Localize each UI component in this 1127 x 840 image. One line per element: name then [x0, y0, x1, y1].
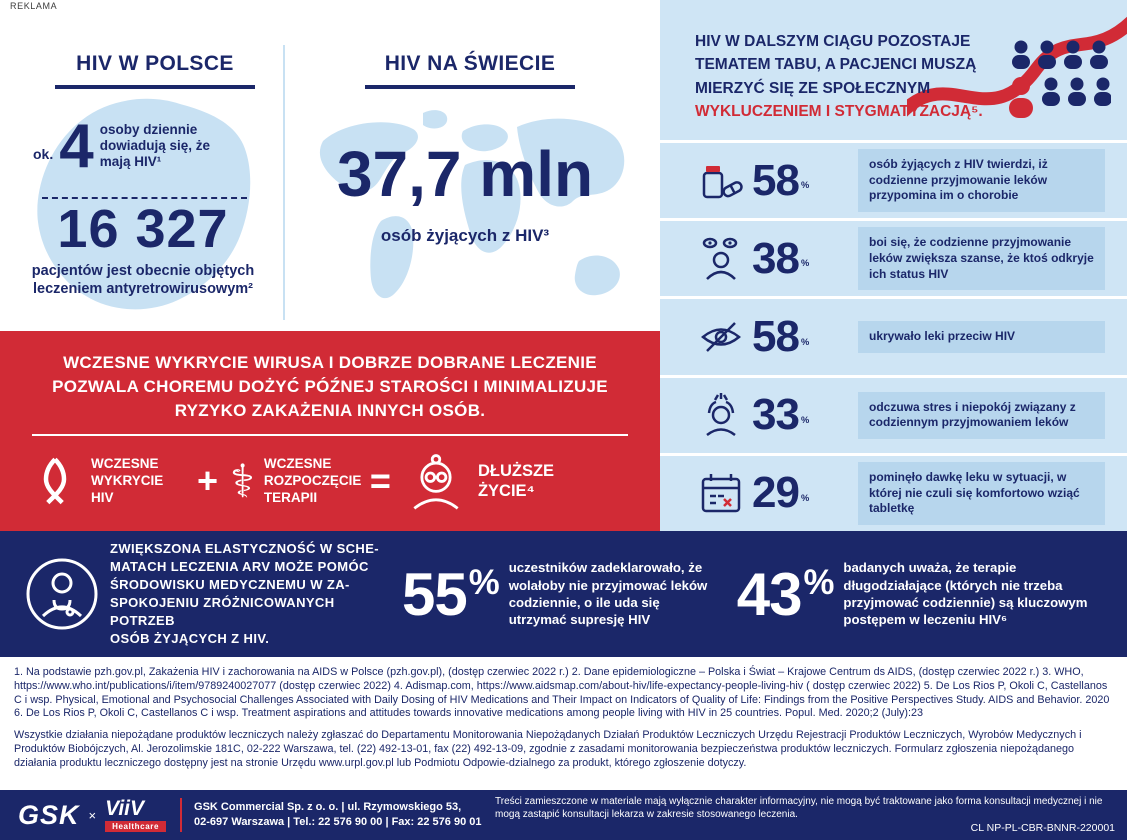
reklama-label: REKLAMA [10, 1, 58, 11]
stigma-statement: HIV W DALSZYM CIĄGU POZOSTAJE TEMATEM TA… [695, 30, 1005, 123]
viiv-logo: ViiV Healthcare [105, 798, 167, 832]
stat-text: odczuwa stres i niepokój związany z codz… [858, 391, 1105, 439]
early-therapy-label: WCZESNE ROZPOCZĘCIE TERAPII [263, 456, 362, 505]
bottom-bar: GSK × ViiV Healthcare GSK Commercial Sp.… [0, 790, 1127, 840]
footnotes: 1. Na podstawie pzh.gov.pl, Zakażenia HI… [0, 657, 1127, 790]
stigma-line: TEMATEM TABU, A PACJENCI MUSZĄ [695, 56, 977, 74]
red-divider [180, 798, 183, 832]
plus-sign: + [197, 460, 219, 502]
red-band-equation: WCZESNE WYKRYCIE HIV + ⚕ WCZESNE ROZPOCZ… [0, 444, 660, 514]
pill-bottle-icon [696, 156, 746, 206]
lead-line: ŚRODOWISKU MEDYCZNEMU W ZA- [110, 577, 350, 593]
watched-person-icon [696, 234, 746, 284]
gsk-logo: GSK [18, 799, 80, 830]
legal-block: Treści zamieszczone w materiale mają wył… [495, 796, 1115, 833]
column-divider [283, 45, 285, 320]
stigma-line: HIV W DALSZYM CIĄGU POZOSTAJE [695, 33, 971, 50]
stat-value: 58% [752, 312, 810, 361]
early-therapy-item: ⚕ WCZESNE ROZPOCZĘCIE TERAPII [230, 455, 362, 508]
poland-daily-stat: ok. 4 osoby dziennie dowiadują się, że m… [33, 116, 258, 178]
material-code: CL NP-PL-CBR-BNNR-220001 [970, 821, 1115, 834]
world-map [319, 110, 625, 299]
lead-line: SPOKOJENIU ZRÓŻNICOWANYCH POTRZEB [110, 595, 335, 628]
red-band-headline: WCZESNE WYKRYCIE WIRUSA I DOBRZE DOBRANE… [52, 353, 608, 420]
lead-line: ZWIĘKSZONA ELASTYCZNOŚĆ W SCHE- [110, 541, 380, 557]
elderly-woman-icon [413, 454, 459, 510]
hidden-eye-icon [696, 312, 746, 362]
stat-row: 58% osób żyjących z HIV twierdzi, iż cod… [660, 140, 1127, 218]
stat-row: 38% boi się, że codzienne przyjmowanie l… [660, 218, 1127, 296]
stat-text: pominęło dawkę leku w sytuacji, w której… [858, 462, 1105, 525]
patients-value: 16 327 [57, 199, 229, 259]
dashed-divider [42, 197, 247, 199]
world-value: 37,7 mln [336, 138, 594, 210]
stressed-person-icon [696, 390, 746, 440]
lead-line: MATACH LECZENIA ARV MOŻE POMÓC [110, 559, 369, 575]
stat-text: osób żyjących z HIV twierdzi, iż codzien… [858, 149, 1105, 212]
calendar-icon [696, 468, 746, 518]
arv-flexibility-band: ZWIĘKSZONA ELASTYCZNOŚĆ W SCHE- MATACH L… [0, 531, 1127, 657]
early-detection-item: WCZESNE WYKRYCIE HIV [28, 451, 185, 511]
navy-stat-43: 43% badanych uważa, że terapie długodzia… [737, 559, 1092, 629]
audience-icon [1009, 40, 1111, 118]
stat-text: boi się, że codzienne przyjmowanie leków… [858, 227, 1105, 291]
red-band-divider [32, 434, 628, 437]
equals-sign: = [369, 460, 391, 502]
stat-value: 33% [752, 390, 810, 440]
stat-row: 29% pominęło dawkę leku w sytuacji, w kt… [660, 452, 1127, 531]
navy-stat-55: 55% uczestników zadeklarowało, że wolało… [402, 559, 717, 629]
stat-value: 43% [736, 560, 835, 628]
references-text: 1. Na podstawie pzh.gov.pl, Zakażenia HI… [14, 666, 1110, 720]
stigma-panel: HIV W DALSZYM CIĄGU POZOSTAJE TEMATEM TA… [660, 0, 1127, 531]
early-detection-label: WCZESNE WYKRYCIE HIV [91, 456, 164, 505]
poland-map [37, 98, 251, 310]
stat-text: badanych uważa, że terapie długodziałają… [843, 560, 1088, 628]
world-label: osób żyjących z HIV³ [380, 226, 550, 245]
aids-ribbon-icon [43, 458, 67, 505]
stat-value: 29% [752, 468, 810, 518]
approx-label: ok. [33, 146, 54, 162]
stat-value: 38% [752, 233, 810, 283]
stat-text: uczestników zadeklarowało, że wolałoby n… [508, 560, 708, 628]
caduceus-icon: ⚕ [230, 455, 255, 508]
daily-text: osoby dziennie dowiadują się, że mają HI… [99, 122, 210, 170]
poland-title: HIV W POLSCE [55, 52, 255, 89]
company-address: GSK Commercial Sp. z o. o. | ul. Rzymows… [194, 800, 482, 828]
navy-band-lead: ZWIĘKSZONA ELASTYCZNOŚĆ W SCHE- MATACH L… [110, 540, 382, 648]
doctor-icon [26, 558, 98, 630]
stat-value: 55% [402, 560, 500, 628]
stat-rows: 58% osób żyjących z HIV twierdzi, iż cod… [660, 140, 1127, 531]
stigma-line: MIERZYĆ SIĘ ZE SPOŁECZNYM [695, 79, 931, 97]
patients-text: pacjentów jest obecnie objętych leczenie… [31, 263, 255, 298]
disclaimer-text: Treści zamieszczone w materiale mają wył… [495, 796, 1103, 820]
early-detection-band: WCZESNE WYKRYCIE WIRUSA I DOBRZE DOBRANE… [0, 331, 660, 531]
longer-life-item: DŁUŻSZE ŻYCIE⁴ [403, 448, 570, 514]
logo-separator: × [88, 807, 97, 823]
lead-line: OSÓB ŻYJĄCYCH Z HIV. [110, 630, 270, 646]
stat-row: 33% odczuwa stres i niepokój związany z … [660, 374, 1127, 453]
stigma-highlight: WYKLUCZENIEM I STYGMATYZACJĄ⁵. [695, 102, 983, 120]
daily-value: 4 [59, 112, 94, 181]
stat-row: 58% ukrywało leki przeciw HIV [660, 296, 1127, 374]
safety-text: Wszystkie działania niepożądane produktó… [14, 729, 1082, 769]
stat-value: 58% [752, 155, 810, 205]
world-title: HIV NA ŚWIECIE [365, 52, 575, 89]
longer-life-label: DŁUŻSZE ŻYCIE⁴ [477, 461, 555, 501]
stat-text: ukrywało leki przeciw HIV [858, 321, 1105, 353]
